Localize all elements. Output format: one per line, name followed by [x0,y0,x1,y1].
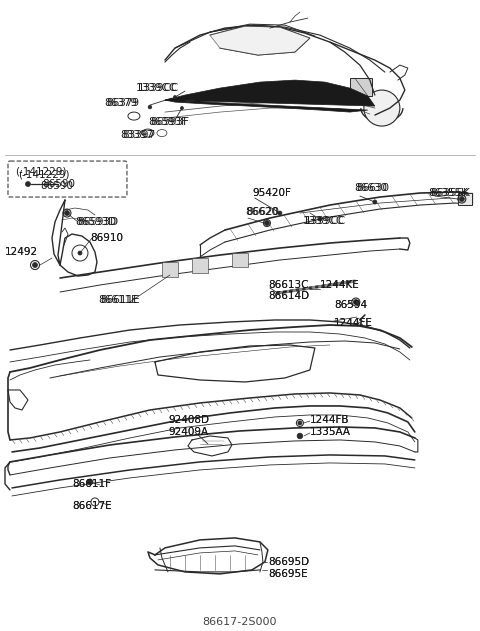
Circle shape [318,217,322,221]
Text: 92408D: 92408D [168,415,209,425]
Text: 1244KE: 1244KE [320,280,360,290]
Text: 86620: 86620 [246,207,279,217]
Text: 86613C: 86613C [268,280,309,290]
Text: 86695D: 86695D [268,557,309,567]
Text: 1339CC: 1339CC [136,83,177,93]
Text: 86590: 86590 [42,179,75,189]
Text: 86593F: 86593F [150,117,189,127]
Text: 86630: 86630 [356,183,389,193]
Text: 86617-2S000: 86617-2S000 [203,617,277,627]
Text: 86593F: 86593F [148,117,187,127]
Bar [162,262,178,276]
Text: 83397: 83397 [120,130,153,140]
Text: 1244FB: 1244FB [310,415,349,425]
Text: 86379: 86379 [106,98,139,108]
Circle shape [459,196,464,201]
Text: 92409A: 92409A [168,427,208,437]
Circle shape [364,90,400,126]
Text: 86617E: 86617E [72,501,111,511]
Text: 86593D: 86593D [77,217,118,227]
Text: 95420F: 95420F [252,188,291,198]
Circle shape [297,433,303,439]
Text: 86611E: 86611E [98,295,138,305]
Text: 86611F: 86611F [72,479,111,489]
Text: 12492: 12492 [5,247,38,257]
Circle shape [78,251,82,255]
Circle shape [87,479,93,485]
Text: 1244KE: 1244KE [320,280,360,290]
Text: 86614D: 86614D [268,291,309,301]
Text: 1335AA: 1335AA [310,427,351,437]
Polygon shape [165,80,375,112]
Text: 86613C: 86613C [268,280,309,290]
Text: 1335AA: 1335AA [310,427,351,437]
Text: 86617E: 86617E [72,501,111,511]
Circle shape [148,105,152,109]
Text: 86614D: 86614D [268,291,309,301]
Circle shape [353,300,359,305]
Text: 1339CC: 1339CC [138,83,179,93]
Text: 1244FB: 1244FB [310,415,349,425]
Text: 1339CC: 1339CC [305,216,346,226]
Polygon shape [210,26,310,55]
Text: 86593D: 86593D [75,217,116,227]
Text: 86355K: 86355K [428,188,468,198]
Circle shape [298,421,302,425]
Circle shape [173,95,177,98]
Text: 86695E: 86695E [268,569,308,579]
Text: 1244FE: 1244FE [334,318,373,328]
Text: 12492: 12492 [5,247,38,257]
Text: 86611F: 86611F [72,479,111,489]
Bar [350,78,372,96]
Text: 1339CC: 1339CC [303,216,344,226]
Circle shape [33,262,37,268]
Text: 86695D: 86695D [268,557,309,567]
Text: 86594: 86594 [334,300,367,310]
Text: 86630: 86630 [354,183,387,193]
Text: (-141229): (-141229) [15,166,67,176]
Text: 86611E: 86611E [100,295,140,305]
Text: 86590: 86590 [40,181,73,191]
Text: 86910: 86910 [90,233,123,243]
Circle shape [264,221,269,225]
Text: 86910: 86910 [90,233,123,243]
Text: 86355K: 86355K [430,188,470,198]
Text: 1244FE: 1244FE [334,318,373,328]
Circle shape [25,182,31,187]
Text: 86695E: 86695E [268,569,308,579]
Text: 83397: 83397 [122,130,155,140]
Text: (-141229): (-141229) [18,169,70,179]
Bar [232,252,248,268]
Text: 92409A: 92409A [168,427,208,437]
Text: 92408D: 92408D [168,415,209,425]
Text: 86594: 86594 [334,300,367,310]
Circle shape [180,107,183,110]
Circle shape [64,211,70,216]
Text: 86620: 86620 [245,207,278,217]
Text: 86379: 86379 [104,98,137,108]
Bar [458,193,472,205]
Bar [192,257,208,273]
Text: 95420F: 95420F [252,188,291,198]
Circle shape [278,211,282,215]
Circle shape [373,200,377,204]
